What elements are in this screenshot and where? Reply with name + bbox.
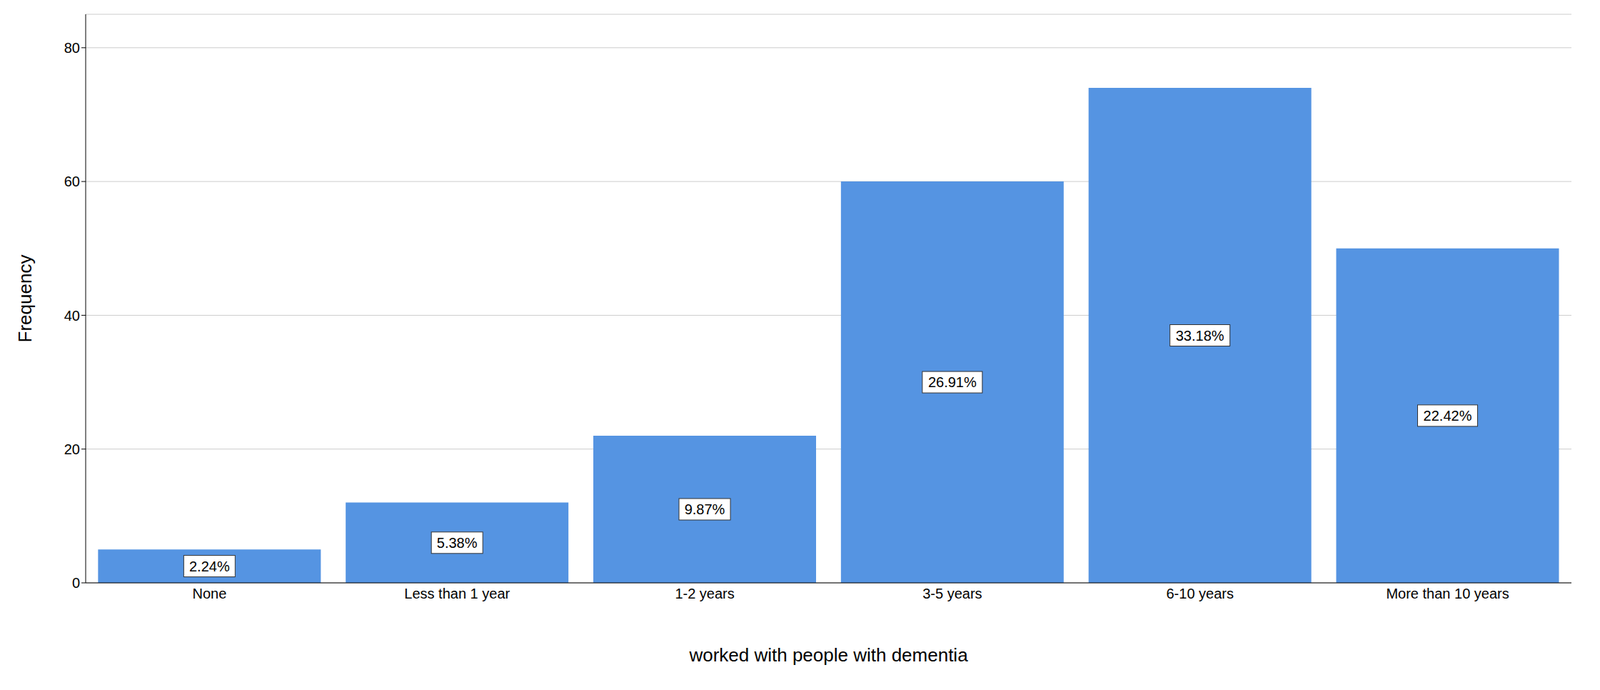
svg-text:40: 40 — [64, 307, 80, 324]
svg-text:3-5 years: 3-5 years — [922, 585, 982, 602]
svg-text:33.18%: 33.18% — [1175, 327, 1225, 344]
svg-text:Less than 1 year: Less than 1 year — [404, 585, 510, 602]
svg-text:60: 60 — [64, 173, 80, 190]
svg-text:2.24%: 2.24% — [189, 558, 230, 575]
svg-text:80: 80 — [64, 39, 80, 56]
svg-text:None: None — [192, 585, 228, 602]
svg-text:0: 0 — [72, 574, 80, 591]
svg-text:More than 10 years: More than 10 years — [1385, 585, 1509, 602]
svg-text:1-2 years: 1-2 years — [674, 585, 734, 602]
svg-text:22.42%: 22.42% — [1423, 407, 1473, 424]
svg-text:20: 20 — [64, 441, 80, 457]
svg-text:26.91%: 26.91% — [928, 374, 977, 390]
svg-text:6-10 years: 6-10 years — [1166, 585, 1235, 602]
svg-text:worked with people with dement: worked with people with dementia — [688, 643, 969, 666]
svg-text:5.38%: 5.38% — [436, 534, 478, 551]
svg-text:Frequency: Frequency — [14, 254, 36, 343]
svg-text:9.87%: 9.87% — [684, 501, 726, 517]
